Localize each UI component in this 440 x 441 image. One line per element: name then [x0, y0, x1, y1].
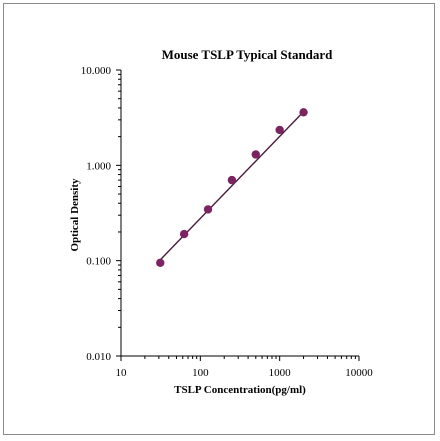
chart-title: Mouse TSLP Typical Standard	[162, 47, 334, 62]
y-tick-label: 10.000	[81, 65, 112, 77]
y-axis-title: Optical Density	[69, 178, 81, 252]
x-tick-label: 100	[192, 367, 209, 379]
fit-curve	[159, 111, 305, 261]
x-tick-label: 1000	[269, 367, 292, 379]
data-point	[203, 205, 213, 214]
data-point	[156, 258, 165, 267]
data-points	[156, 108, 308, 267]
y-tick-label: 0.010	[86, 351, 111, 363]
chart-frame: Mouse TSLP Typical Standard 10 100 1000 100…	[3, 3, 435, 435]
data-point	[299, 108, 308, 117]
fit-curve-group	[159, 111, 305, 261]
y-tick-label: 1.000	[86, 160, 111, 172]
data-point	[179, 229, 189, 239]
chart-svg: Mouse TSLP Typical Standard 10 100 1000 100…	[69, 47, 374, 396]
axes	[120, 70, 359, 357]
data-point	[275, 125, 284, 135]
x-axis-title: TSLP Concentration(pg/ml)	[174, 384, 306, 396]
data-point	[227, 175, 237, 185]
x-tick-label: 10	[116, 367, 128, 379]
ticks: 10 100 1000 10000 0.010 0.100 1.000 10.000	[81, 65, 374, 379]
data-point	[251, 150, 260, 159]
y-tick-label: 0.100	[86, 256, 111, 268]
x-tick-label: 10000	[345, 367, 373, 379]
